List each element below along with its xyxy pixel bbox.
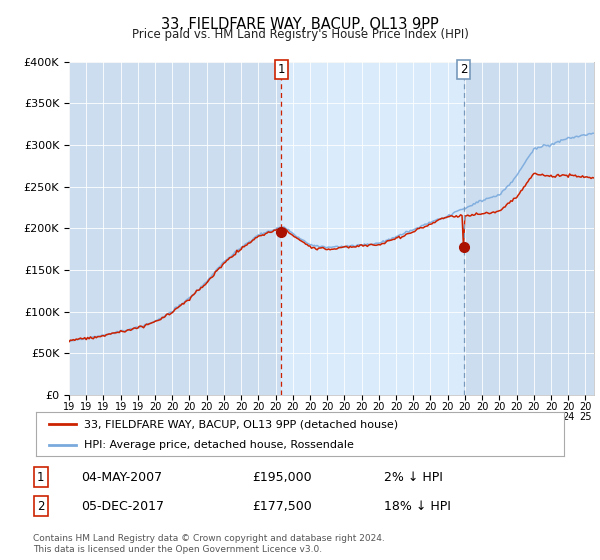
Text: 1: 1 bbox=[37, 470, 44, 484]
Text: 33, FIELDFARE WAY, BACUP, OL13 9PP (detached house): 33, FIELDFARE WAY, BACUP, OL13 9PP (deta… bbox=[83, 419, 398, 429]
Text: 2% ↓ HPI: 2% ↓ HPI bbox=[384, 470, 443, 484]
Text: £177,500: £177,500 bbox=[252, 500, 312, 513]
Text: HPI: Average price, detached house, Rossendale: HPI: Average price, detached house, Ross… bbox=[83, 440, 353, 450]
Text: 05-DEC-2017: 05-DEC-2017 bbox=[81, 500, 164, 513]
Text: 2: 2 bbox=[460, 63, 467, 76]
Bar bbox=[281, 62, 464, 395]
Text: 1: 1 bbox=[278, 63, 285, 76]
Text: £195,000: £195,000 bbox=[252, 470, 311, 484]
Text: This data is licensed under the Open Government Licence v3.0.: This data is licensed under the Open Gov… bbox=[33, 545, 322, 554]
Text: Contains HM Land Registry data © Crown copyright and database right 2024.: Contains HM Land Registry data © Crown c… bbox=[33, 534, 385, 543]
Text: Price paid vs. HM Land Registry's House Price Index (HPI): Price paid vs. HM Land Registry's House … bbox=[131, 28, 469, 41]
Text: 04-MAY-2007: 04-MAY-2007 bbox=[81, 470, 162, 484]
Text: 33, FIELDFARE WAY, BACUP, OL13 9PP: 33, FIELDFARE WAY, BACUP, OL13 9PP bbox=[161, 17, 439, 32]
Text: 18% ↓ HPI: 18% ↓ HPI bbox=[384, 500, 451, 513]
Text: 2: 2 bbox=[37, 500, 44, 513]
